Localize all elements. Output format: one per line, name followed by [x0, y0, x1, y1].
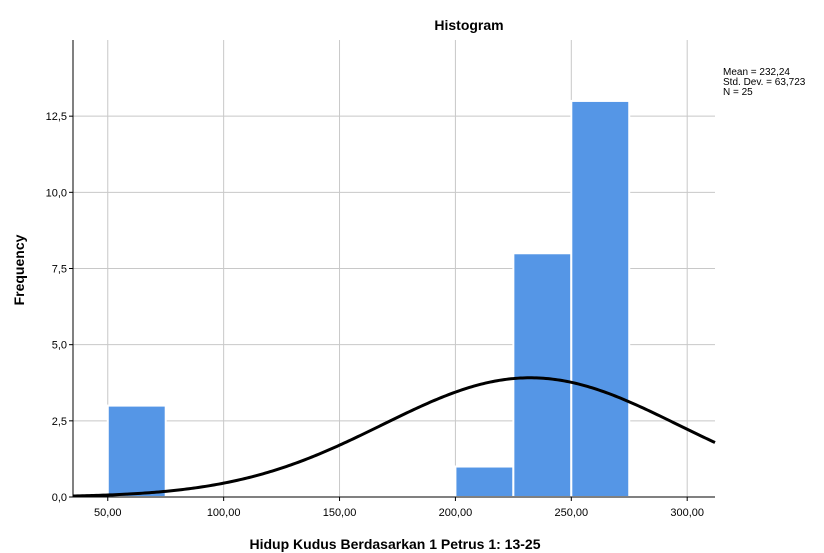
- x-tick-label: 250,00: [554, 507, 588, 519]
- y-tick-label: 7,5: [52, 264, 67, 276]
- histogram-bar: [570, 99, 631, 499]
- y-tick-label: 5,0: [52, 340, 67, 352]
- x-tick-label: 300,00: [670, 507, 704, 519]
- y-tick-label: 0,0: [52, 492, 67, 504]
- chart-title: Histogram: [434, 17, 503, 33]
- y-tick-labels: 0,0 2,5 5,0 7,5 10,0 12,5: [46, 111, 67, 504]
- x-axis-title: Hidup Kudus Berdasarkan 1 Petrus 1: 13-2…: [250, 536, 541, 552]
- histogram-bars: [106, 99, 631, 499]
- histogram-bar: [454, 465, 515, 498]
- y-axis-title: Frequency: [11, 234, 27, 305]
- stat-std-dev: Std. Dev. = 63,723: [723, 77, 806, 88]
- x-tick-label: 50,00: [94, 507, 122, 519]
- stat-mean: Mean = 232,24: [723, 67, 790, 78]
- x-tick-labels: 50,00 100,00 150,00 200,00 250,00 300,00: [94, 507, 704, 519]
- stat-n: N = 25: [723, 87, 753, 98]
- x-tick-label: 150,00: [323, 507, 357, 519]
- y-tick-label: 2,5: [52, 416, 67, 428]
- axes: [69, 40, 715, 501]
- y-tick-label: 12,5: [46, 111, 67, 123]
- x-tick-label: 100,00: [207, 507, 241, 519]
- x-tick-label: 200,00: [439, 507, 473, 519]
- histogram-bar: [106, 404, 167, 499]
- normal-curve: [72, 376, 716, 498]
- statistics-legend: Mean = 232,24 Std. Dev. = 63,723 N = 25: [723, 67, 806, 98]
- y-tick-label: 10,0: [46, 187, 67, 199]
- histogram-bar: [512, 252, 573, 498]
- normal-curve-line: [72, 376, 716, 498]
